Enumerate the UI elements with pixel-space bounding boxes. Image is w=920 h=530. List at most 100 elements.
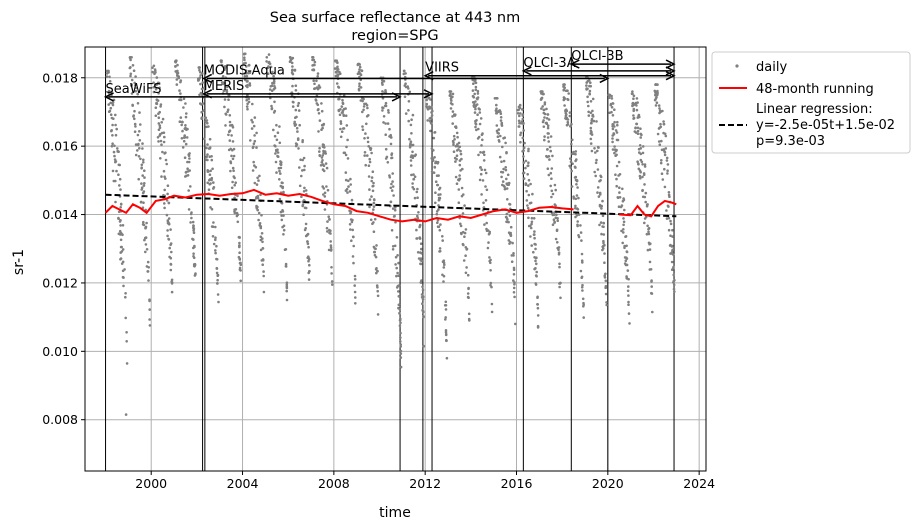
daily-point (526, 206, 530, 210)
daily-point (256, 176, 259, 180)
daily-point (124, 316, 127, 320)
daily-point (209, 169, 212, 173)
daily-point (646, 224, 649, 228)
daily-point (546, 113, 550, 116)
daily-point (403, 95, 407, 99)
daily-point (534, 247, 537, 251)
daily-point (155, 76, 159, 79)
daily-point (542, 108, 546, 112)
daily-point (323, 195, 327, 198)
daily-point (625, 244, 628, 248)
daily-point (475, 97, 479, 100)
mission-arrow-head-left (202, 73, 213, 84)
daily-point (384, 89, 387, 92)
daily-point (232, 147, 236, 151)
daily-point (393, 208, 397, 212)
daily-point (276, 151, 280, 154)
daily-point (572, 152, 575, 156)
daily-point (404, 112, 408, 115)
daily-point (291, 56, 295, 60)
daily-point (457, 141, 461, 145)
daily-point (256, 196, 260, 200)
daily-point (219, 59, 223, 62)
daily-point (386, 122, 390, 125)
daily-point (457, 178, 460, 182)
daily-point (349, 183, 353, 186)
daily-point (602, 221, 605, 225)
daily-point (432, 136, 436, 140)
daily-point (291, 68, 294, 72)
daily-point (643, 221, 646, 225)
daily-point (160, 175, 163, 178)
daily-point (574, 206, 577, 210)
daily-point (420, 293, 424, 296)
daily-point (551, 154, 554, 158)
daily-point (597, 195, 601, 198)
daily-point (616, 123, 619, 127)
daily-point (496, 135, 500, 138)
daily-point (592, 119, 596, 123)
daily-point (214, 225, 217, 229)
daily-point (430, 170, 434, 174)
daily-point (574, 175, 578, 179)
daily-point (587, 114, 591, 117)
daily-point (660, 159, 663, 162)
daily-point (362, 108, 365, 112)
mission-arrow-head-left (202, 89, 213, 99)
daily-point (329, 249, 333, 252)
daily-point (486, 229, 490, 232)
daily-point (477, 127, 480, 131)
daily-point (547, 118, 551, 121)
daily-point (387, 111, 390, 114)
daily-point (411, 182, 414, 185)
daily-point (184, 142, 188, 146)
daily-point (382, 121, 385, 124)
daily-point (444, 316, 448, 319)
daily-point (501, 145, 504, 149)
daily-point (169, 228, 172, 231)
daily-point (274, 144, 277, 148)
daily-point (472, 101, 476, 104)
daily-point (632, 97, 635, 100)
daily-point (489, 281, 493, 285)
daily-point (180, 123, 183, 127)
daily-point (545, 121, 548, 125)
daily-point (421, 308, 424, 312)
daily-point (325, 226, 329, 230)
daily-point (233, 208, 236, 211)
daily-point (635, 108, 639, 112)
daily-point (158, 126, 162, 130)
daily-point (125, 340, 128, 343)
daily-point (180, 137, 184, 140)
daily-point (133, 109, 136, 113)
daily-point (113, 144, 116, 148)
daily-point (280, 218, 284, 222)
daily-point (409, 159, 413, 162)
daily-point (366, 154, 369, 157)
daily-point (386, 161, 390, 164)
daily-point (464, 271, 468, 275)
daily-point (661, 178, 665, 181)
daily-point (534, 282, 538, 285)
daily-point (284, 262, 288, 266)
daily-point (535, 256, 538, 260)
daily-point (339, 72, 342, 75)
daily-point (507, 239, 511, 242)
daily-point (398, 311, 401, 315)
daily-point (157, 116, 161, 119)
daily-point (619, 205, 623, 209)
daily-point (412, 173, 415, 176)
daily-point (425, 98, 429, 102)
daily-point (144, 250, 147, 254)
daily-point (579, 231, 583, 234)
daily-point (533, 267, 536, 271)
mission-arrow-head-right (665, 59, 676, 69)
daily-point (523, 141, 526, 145)
daily-point (313, 87, 316, 91)
daily-point (250, 127, 254, 130)
daily-point (154, 114, 158, 117)
daily-point (407, 109, 410, 112)
daily-point (570, 122, 573, 126)
daily-point (671, 235, 674, 238)
daily-point (422, 344, 426, 348)
